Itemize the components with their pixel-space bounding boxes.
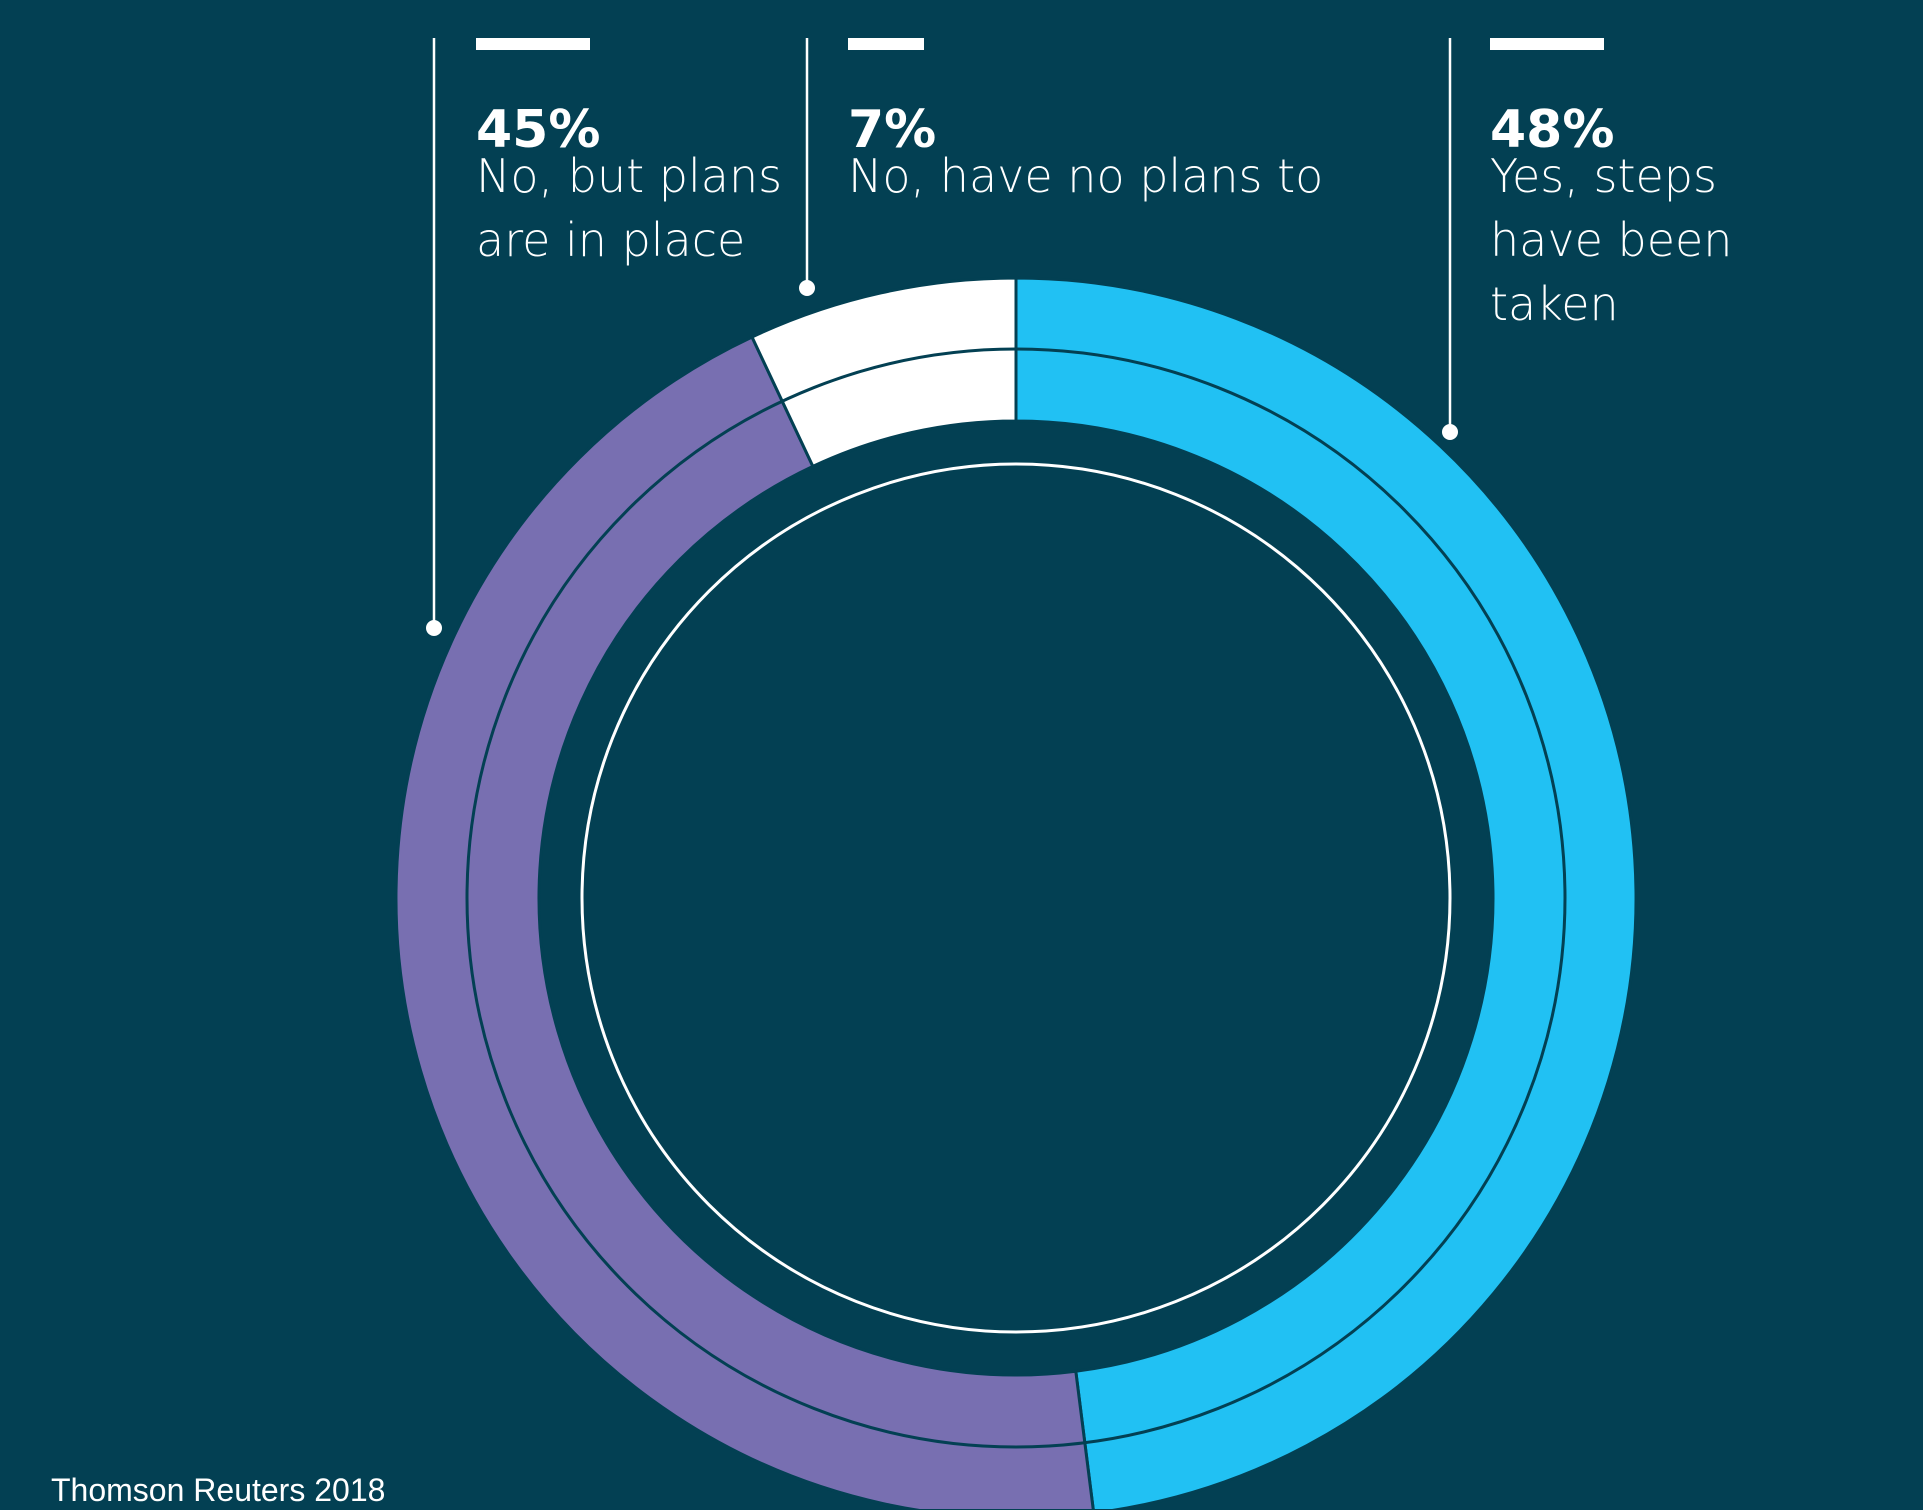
slice-category-label: Yes, steps have been taken [1490,149,1733,331]
source-credit: Thomson Reuters 2018 [51,1472,386,1508]
donut-slice [750,276,1018,469]
donut-slice [1014,276,1638,1509]
label-yes-steps-taken: 48% Yes, steps have been taken [1490,104,1790,336]
leader-dot [799,280,815,296]
slice-value-label: 45% [476,100,601,160]
leader-dot [1442,424,1458,440]
donut-divider-ring [465,347,1567,1449]
leader-dot [426,620,442,636]
label-no-plans: 7% No, have no plans to [848,104,1368,208]
label-tick-bar [1490,38,1604,50]
slice-value-label: 7% [848,100,937,160]
slice-value-label: 48% [1490,100,1615,160]
donut-slice [394,335,1095,1509]
slice-category-label: No, but plans are in place [476,149,783,267]
slice-category-label: No, have no plans to [848,149,1324,203]
label-tick-bar [848,38,924,50]
label-no-plans-in-place: 45% No, but plans are in place [476,104,806,272]
donut-center-outline [580,462,1452,1334]
label-tick-bar [476,38,590,50]
